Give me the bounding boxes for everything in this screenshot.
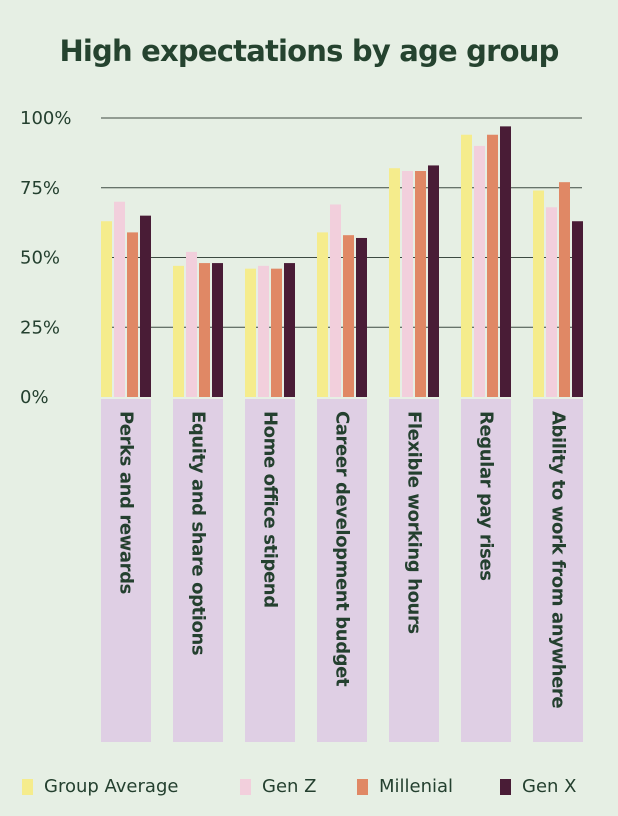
category-label-band xyxy=(317,399,367,742)
bar xyxy=(173,265,184,397)
bar xyxy=(500,126,511,398)
bar xyxy=(546,207,557,397)
bar xyxy=(343,235,354,397)
legend-label: Group Average xyxy=(44,776,179,797)
bar xyxy=(474,145,485,397)
category-label: Home office stipend xyxy=(260,411,281,608)
bar xyxy=(402,171,413,397)
chart-title: High expectations by age group xyxy=(59,34,559,68)
category-label-band xyxy=(389,399,439,742)
category-label-band xyxy=(461,399,511,742)
bar xyxy=(559,182,570,397)
category-label: Perks and rewards xyxy=(116,411,137,594)
category-label: Career development budget xyxy=(332,411,353,687)
legend-item: Millenial xyxy=(357,776,453,797)
bar xyxy=(245,268,256,397)
bar xyxy=(330,204,341,397)
legend-swatch xyxy=(22,778,33,795)
bar xyxy=(258,265,269,397)
bar-chart: 0% 25% 50% 75% 100% Perks and rewards Equity a… xyxy=(20,108,583,742)
bar xyxy=(140,215,151,397)
category-label-band xyxy=(533,399,583,742)
category-label: Flexible working hours xyxy=(404,411,425,634)
bar xyxy=(533,190,544,397)
bar xyxy=(428,165,439,397)
bar xyxy=(199,263,210,397)
y-tick-label: 75% xyxy=(20,178,60,199)
category-label-band xyxy=(101,399,151,742)
category-label: Regular pay rises xyxy=(476,411,497,581)
category-label: Equity and share options xyxy=(188,411,209,655)
legend: Group Average Gen Z Millenial Gen X xyxy=(22,776,602,800)
bar xyxy=(415,171,426,397)
legend-swatch xyxy=(500,778,511,795)
bar xyxy=(356,237,367,397)
y-tick-label: 50% xyxy=(20,248,60,269)
bar xyxy=(114,201,125,397)
bar xyxy=(186,251,197,397)
legend-swatch xyxy=(357,778,368,795)
legend-item: Gen Z xyxy=(240,776,316,797)
category-label-band xyxy=(245,399,295,742)
legend-label: Millenial xyxy=(379,776,454,797)
bar xyxy=(127,232,138,397)
legend-label: Gen X xyxy=(522,776,577,797)
y-tick-label: 25% xyxy=(20,317,60,338)
legend-item: Gen X xyxy=(500,776,576,797)
legend-item: Group Average xyxy=(22,776,178,797)
bar xyxy=(271,268,282,397)
category-label-band xyxy=(173,399,223,742)
legend-label: Gen Z xyxy=(262,776,317,797)
legend-swatch xyxy=(240,778,251,795)
bar xyxy=(101,221,112,397)
bar xyxy=(317,232,328,397)
bar xyxy=(487,134,498,398)
bar xyxy=(284,263,295,397)
y-tick-label: 0% xyxy=(20,387,49,408)
bar xyxy=(389,168,400,397)
bar xyxy=(461,134,472,398)
category-label: Ability to work from anywhere xyxy=(548,411,569,708)
bar xyxy=(572,221,583,397)
bar xyxy=(212,263,223,397)
y-tick-label: 100% xyxy=(20,108,71,129)
